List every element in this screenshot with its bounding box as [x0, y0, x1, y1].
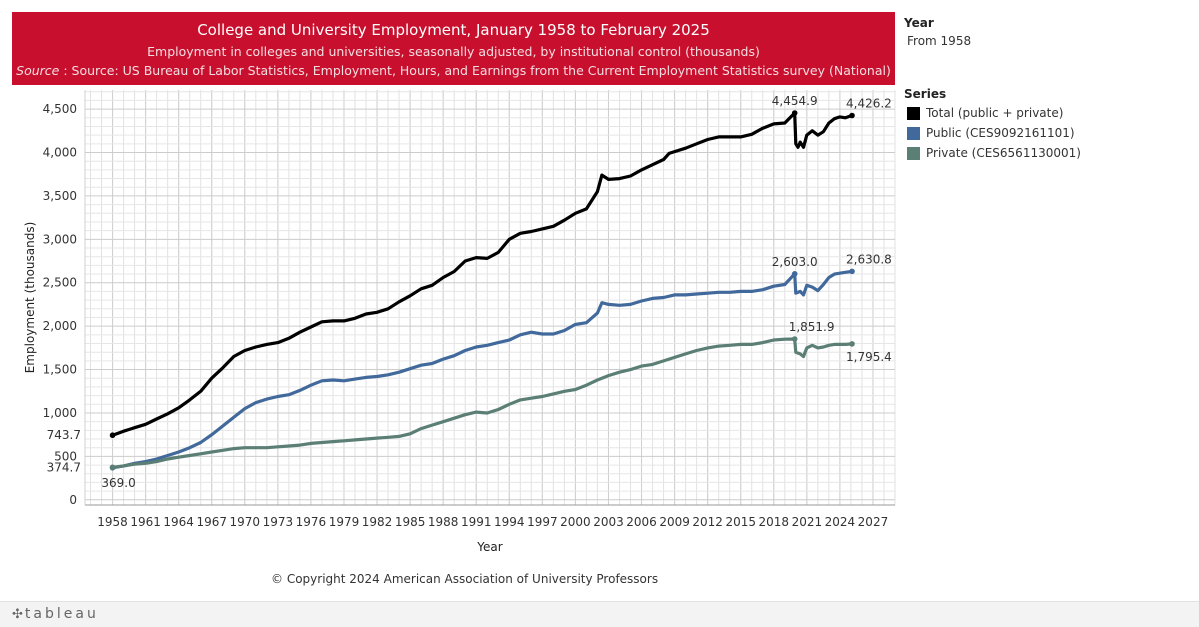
y-tick-label: 3,000 [43, 232, 77, 246]
legend-item-0[interactable]: Total (public + private) [907, 103, 1081, 123]
data-label: 4,454.9 [772, 94, 818, 108]
x-tick-label: 1985 [395, 515, 426, 529]
year-filter-heading: Year [904, 16, 934, 30]
x-tick-label: 1994 [494, 515, 525, 529]
legend-item-1[interactable]: Public (CES9092161101) [907, 123, 1081, 143]
x-tick-label: 1973 [263, 515, 294, 529]
data-point-marker [849, 268, 855, 275]
series-legend: Total (public + private) Public (CES90921… [907, 103, 1081, 163]
y-tick-label: 1,000 [43, 406, 77, 420]
x-tick-label: 1982 [362, 515, 393, 529]
copyright-notice: © Copyright 2024 American Association of… [271, 572, 659, 586]
x-tick-label: 1964 [163, 515, 194, 529]
tableau-plus-icon: ✣ [12, 607, 23, 622]
x-tick-label: 2003 [593, 515, 624, 529]
data-point-marker [849, 341, 855, 347]
x-tick-label: 1976 [296, 515, 327, 529]
x-tick-label: 2006 [626, 515, 657, 529]
x-tick-label: 1988 [428, 515, 459, 529]
data-point-marker [791, 270, 798, 277]
data-point-marker [791, 110, 798, 116]
data-point-marker [791, 336, 798, 342]
x-tick-label: 2021 [792, 515, 823, 529]
data-label: 2,630.8 [846, 252, 892, 266]
series-legend-heading: Series [904, 87, 947, 101]
x-axis-title: Year [476, 540, 502, 554]
series-line-2 [110, 337, 854, 469]
tableau-logo-text: tableau [24, 606, 99, 622]
data-point-marker [109, 432, 116, 439]
data-label: 4,426.2 [846, 97, 892, 111]
data-label: 1,795.4 [846, 350, 892, 364]
legend-swatch [907, 126, 920, 140]
x-tick-label: 2015 [725, 515, 756, 529]
chart-title: College and University Employment, Janua… [197, 21, 710, 39]
x-tick-label: 2018 [759, 515, 790, 529]
year-filter-value[interactable]: From 1958 [907, 34, 972, 48]
y-tick-label: 0 [69, 493, 77, 507]
x-tick-label: 1997 [527, 515, 558, 529]
legend-label: Total (public + private) [926, 106, 1064, 120]
chart-header: College and University Employment, Janua… [12, 12, 895, 85]
series-line-1 [110, 269, 854, 470]
y-tick-label: 4,500 [43, 102, 77, 116]
data-label: 374.7 [47, 460, 81, 474]
y-tick-label: 3,500 [43, 189, 77, 203]
x-tick-label: 1961 [130, 515, 161, 529]
y-tick-label: 4,000 [43, 146, 77, 160]
y-tick-label: 2,500 [43, 276, 77, 290]
line-chart: 0 500 1,000 1,500 2,000 2,500 3,000 3,500 4,000 4… [23, 90, 896, 554]
source-label: Source [16, 63, 60, 78]
legend-swatch [907, 106, 920, 120]
y-tick-label: 1,500 [43, 363, 77, 377]
legend-item-2[interactable]: Private (CES6561130001) [907, 143, 1081, 163]
x-tick-label: 1958 [97, 515, 128, 529]
x-tick-label: 2000 [560, 515, 591, 529]
x-tick-label: 2027 [858, 515, 889, 529]
y-tick-label: 500 [54, 449, 77, 463]
series-line-0 [110, 111, 854, 437]
x-tick-label: 2012 [692, 515, 723, 529]
source-text: : Source: US Bureau of Labor Statistics,… [59, 63, 891, 78]
data-label: 2,603.0 [772, 255, 818, 269]
y-tick-label: 2,000 [43, 319, 77, 333]
x-tick-label: 2024 [825, 515, 856, 529]
tableau-logo[interactable]: ✣ tableau [12, 606, 99, 622]
chart-source: Source : Source: US Bureau of Labor Stat… [12, 63, 895, 78]
data-label: 743.7 [47, 428, 81, 442]
legend-label: Private (CES6561130001) [926, 146, 1081, 160]
x-tick-label: 1979 [329, 515, 360, 529]
y-axis-title: Employment (thousands) [23, 222, 37, 374]
x-tick-label: 1967 [196, 515, 227, 529]
legend-swatch [907, 146, 920, 160]
x-tick-label: 2009 [659, 515, 690, 529]
x-tick-label: 1991 [461, 515, 492, 529]
data-point-marker [849, 112, 855, 119]
data-point-marker [109, 464, 116, 471]
x-tick-label: 1970 [230, 515, 261, 529]
legend-label: Public (CES9092161101) [926, 126, 1075, 140]
data-label: 369.0 [101, 476, 135, 490]
data-label: 1,851.9 [789, 320, 835, 334]
chart-subtitle: Employment in colleges and universities,… [147, 44, 760, 59]
tableau-footer: ✣ tableau [0, 601, 1199, 627]
